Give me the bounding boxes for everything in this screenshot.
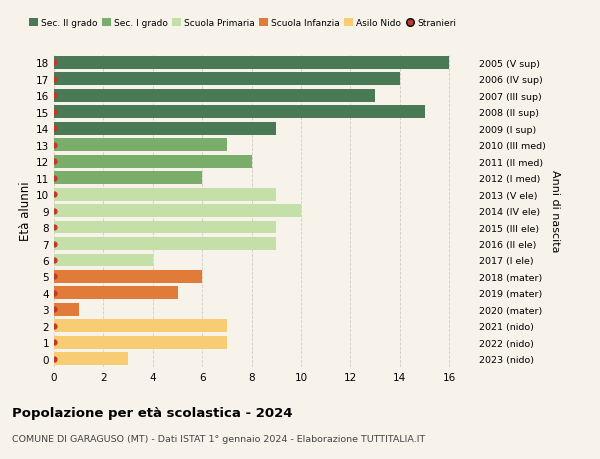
Bar [54, 123, 277, 135]
Y-axis label: Età alunni: Età alunni [19, 181, 32, 241]
Bar [54, 188, 277, 201]
Bar [54, 270, 202, 283]
Bar [54, 90, 375, 102]
Bar [54, 57, 449, 70]
Bar [54, 254, 153, 267]
Text: Popolazione per età scolastica - 2024: Popolazione per età scolastica - 2024 [12, 406, 293, 419]
Bar [54, 205, 301, 218]
Bar [54, 238, 277, 251]
Bar [54, 106, 425, 119]
Bar [54, 73, 400, 86]
Bar [54, 287, 178, 300]
Bar [54, 336, 227, 349]
Bar [54, 172, 202, 185]
Bar [54, 139, 227, 152]
Legend: Sec. II grado, Sec. I grado, Scuola Primaria, Scuola Infanzia, Asilo Nido, Stran: Sec. II grado, Sec. I grado, Scuola Prim… [29, 19, 456, 28]
Bar [54, 320, 227, 332]
Text: COMUNE DI GARAGUSO (MT) - Dati ISTAT 1° gennaio 2024 - Elaborazione TUTTITALIA.I: COMUNE DI GARAGUSO (MT) - Dati ISTAT 1° … [12, 434, 425, 443]
Bar [54, 221, 277, 234]
Bar [54, 303, 79, 316]
Bar [54, 353, 128, 365]
Bar [54, 156, 251, 168]
Y-axis label: Anni di nascita: Anni di nascita [550, 170, 560, 252]
